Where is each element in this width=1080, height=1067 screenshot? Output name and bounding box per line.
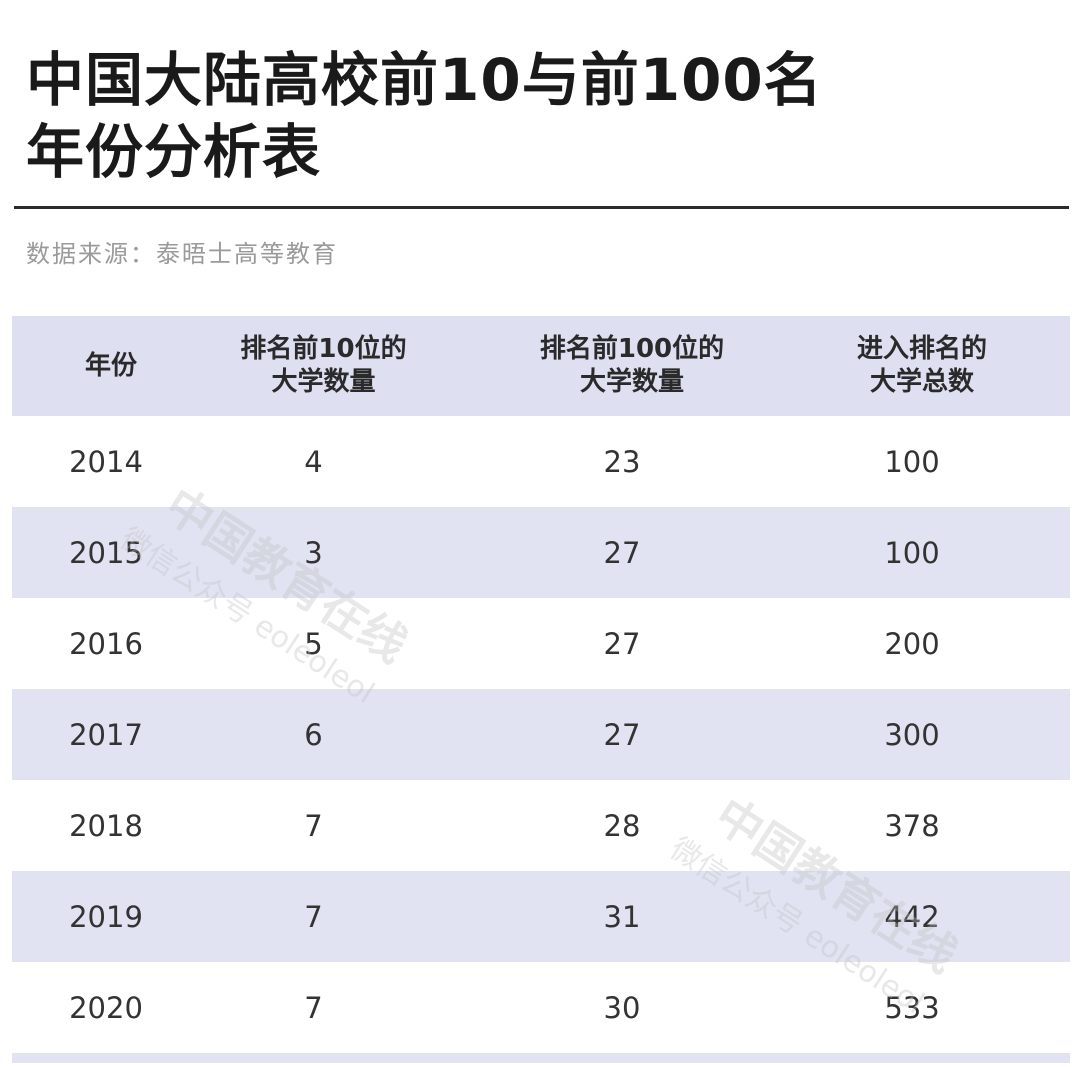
page-title: 中国大陆高校前10与前100名 年份分析表 <box>26 44 1056 188</box>
cell-year: 2015 <box>69 535 143 570</box>
table-row: 2016 5 27 200 <box>12 598 1070 689</box>
cell-total-ranked: 100 <box>884 444 940 479</box>
cell-top10-count: 7 <box>304 899 323 934</box>
table-row: 2015 3 27 100 <box>12 507 1070 598</box>
cell-total-ranked: 442 <box>884 899 940 934</box>
cell-total-ranked: 533 <box>884 990 940 1025</box>
cell-year: 2017 <box>69 717 143 752</box>
cell-year: 2019 <box>69 899 143 934</box>
cell-top10-count: 7 <box>304 990 323 1025</box>
cell-top100-count: 28 <box>603 808 641 843</box>
cell-top10-count: 4 <box>304 444 323 479</box>
cell-top100-count: 31 <box>603 899 641 934</box>
table-body: 2014 4 23 100 2015 3 27 100 2016 5 27 200 2017 6 27 300… <box>12 416 1070 1053</box>
title-line-2: 年份分析表 <box>26 118 322 186</box>
cell-total-ranked: 378 <box>884 808 940 843</box>
header-top100-count: 排名前100位的 大学数量 <box>539 334 725 397</box>
header-total-ranked: 进入排名的 大学总数 <box>856 334 987 397</box>
cell-total-ranked: 300 <box>884 717 940 752</box>
cell-total-ranked: 200 <box>884 626 940 661</box>
cell-top10-count: 7 <box>304 808 323 843</box>
table-row: 2018 7 28 378 <box>12 780 1070 871</box>
cell-top100-count: 30 <box>603 990 641 1025</box>
table-row: 2020 7 30 533 <box>12 962 1070 1053</box>
cell-year: 2014 <box>69 444 143 479</box>
title-divider <box>14 206 1069 209</box>
cell-top100-count: 27 <box>603 535 641 570</box>
cell-top100-count: 27 <box>603 626 641 661</box>
source-note: 数据来源：泰晤士高等教育 <box>26 240 338 268</box>
cell-year: 2016 <box>69 626 143 661</box>
data-table: 年份 排名前10位的 大学数量 排名前100位的 大学数量 进入排名的 大学总数… <box>12 316 1070 1063</box>
cell-total-ranked: 100 <box>884 535 940 570</box>
cell-top10-count: 3 <box>304 535 323 570</box>
table-row: 2014 4 23 100 <box>12 416 1070 507</box>
cell-top10-count: 6 <box>304 717 323 752</box>
table-row: 2019 7 31 442 <box>12 871 1070 962</box>
header-top10-count: 排名前10位的 大学数量 <box>240 334 407 397</box>
table-header: 年份 排名前10位的 大学数量 排名前100位的 大学数量 进入排名的 大学总数 <box>12 316 1070 416</box>
header-year: 年份 <box>84 350 137 381</box>
cell-year: 2018 <box>69 808 143 843</box>
table-footer-band <box>12 1053 1070 1063</box>
cell-top100-count: 23 <box>603 444 641 479</box>
title-line-1: 中国大陆高校前10与前100名 <box>26 46 823 114</box>
cell-top10-count: 5 <box>304 626 323 661</box>
table-row: 2017 6 27 300 <box>12 689 1070 780</box>
cell-top100-count: 27 <box>603 717 641 752</box>
cell-year: 2020 <box>69 990 143 1025</box>
